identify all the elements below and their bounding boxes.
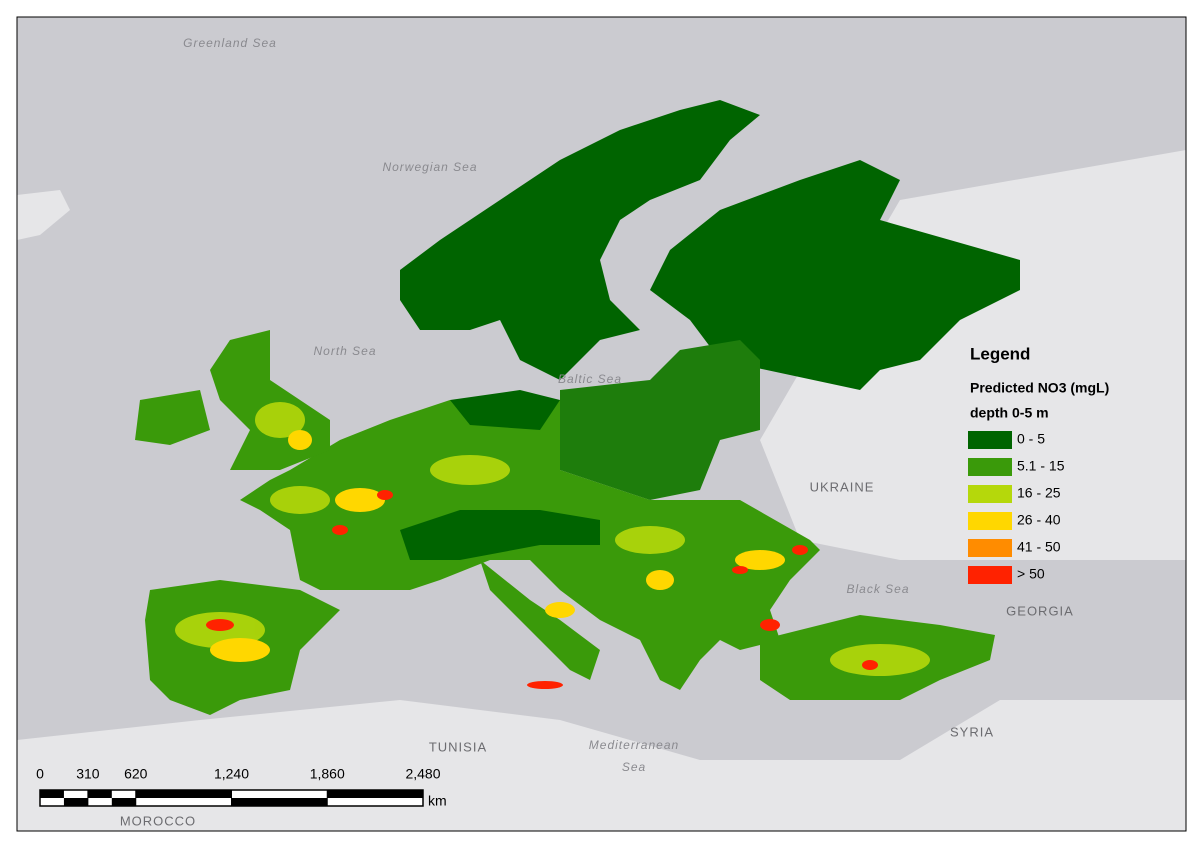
- legend-label: 41 - 50: [1017, 539, 1061, 555]
- legend-swatch: [968, 431, 1012, 449]
- legend-swatch: [968, 485, 1012, 503]
- legend-swatch: [968, 539, 1012, 557]
- legend-swatch: [968, 512, 1012, 530]
- sea-label: Sea: [622, 760, 646, 774]
- country-label: GEORGIA: [1006, 603, 1074, 618]
- scale-segment: [231, 798, 328, 806]
- scale-label: 1,860: [310, 766, 345, 782]
- scale-segment: [327, 790, 423, 798]
- legend-swatch: [968, 458, 1012, 476]
- place-labels: Greenland Sea Norwegian Sea North Sea Ba…: [120, 36, 1074, 828]
- legend-label: > 50: [1017, 566, 1045, 582]
- legend-label: 0 - 5: [1017, 431, 1045, 447]
- scale-label: 310: [76, 766, 100, 782]
- sea-label: Mediterranean: [589, 738, 679, 752]
- scale-segment: [63, 798, 88, 806]
- scale-segment: [135, 790, 232, 798]
- sea-label: Norwegian Sea: [382, 160, 477, 174]
- scale-segment: [111, 798, 136, 806]
- map-frame: [16, 16, 1187, 832]
- legend-subheading: depth 0-5 m: [970, 405, 1049, 421]
- legend-swatch: [968, 566, 1012, 584]
- scale-segment: [40, 790, 64, 798]
- legend-label: 5.1 - 15: [1017, 458, 1065, 474]
- scale-segment: [87, 790, 112, 798]
- legend-heading: Predicted NO3 (mgL): [970, 380, 1109, 396]
- scale-bar: 0 310 620 1,240 1,860 2,480 km: [36, 766, 447, 809]
- sea-label: Greenland Sea: [183, 36, 277, 50]
- sea-label: North Sea: [313, 344, 376, 358]
- country-label: UKRAINE: [810, 479, 875, 494]
- legend-label: 16 - 25: [1017, 485, 1061, 501]
- country-label: SYRIA: [950, 724, 994, 739]
- country-label: TUNISIA: [429, 739, 487, 754]
- legend: Legend Predicted NO3 (mgL) depth 0-5 m 0…: [968, 344, 1109, 584]
- sea-label: Baltic Sea: [558, 372, 622, 386]
- sea-label: Black Sea: [846, 582, 909, 596]
- scale-unit: km: [428, 793, 447, 809]
- country-label: MOROCCO: [120, 813, 196, 828]
- scale-label: 1,240: [214, 766, 249, 782]
- nitrate-surface: [135, 100, 1020, 715]
- legend-label: 26 - 40: [1017, 512, 1061, 528]
- legend-title: Legend: [970, 344, 1030, 363]
- scale-label: 620: [124, 766, 148, 782]
- scale-label: 0: [36, 766, 44, 782]
- scale-label: 2,480: [405, 766, 440, 782]
